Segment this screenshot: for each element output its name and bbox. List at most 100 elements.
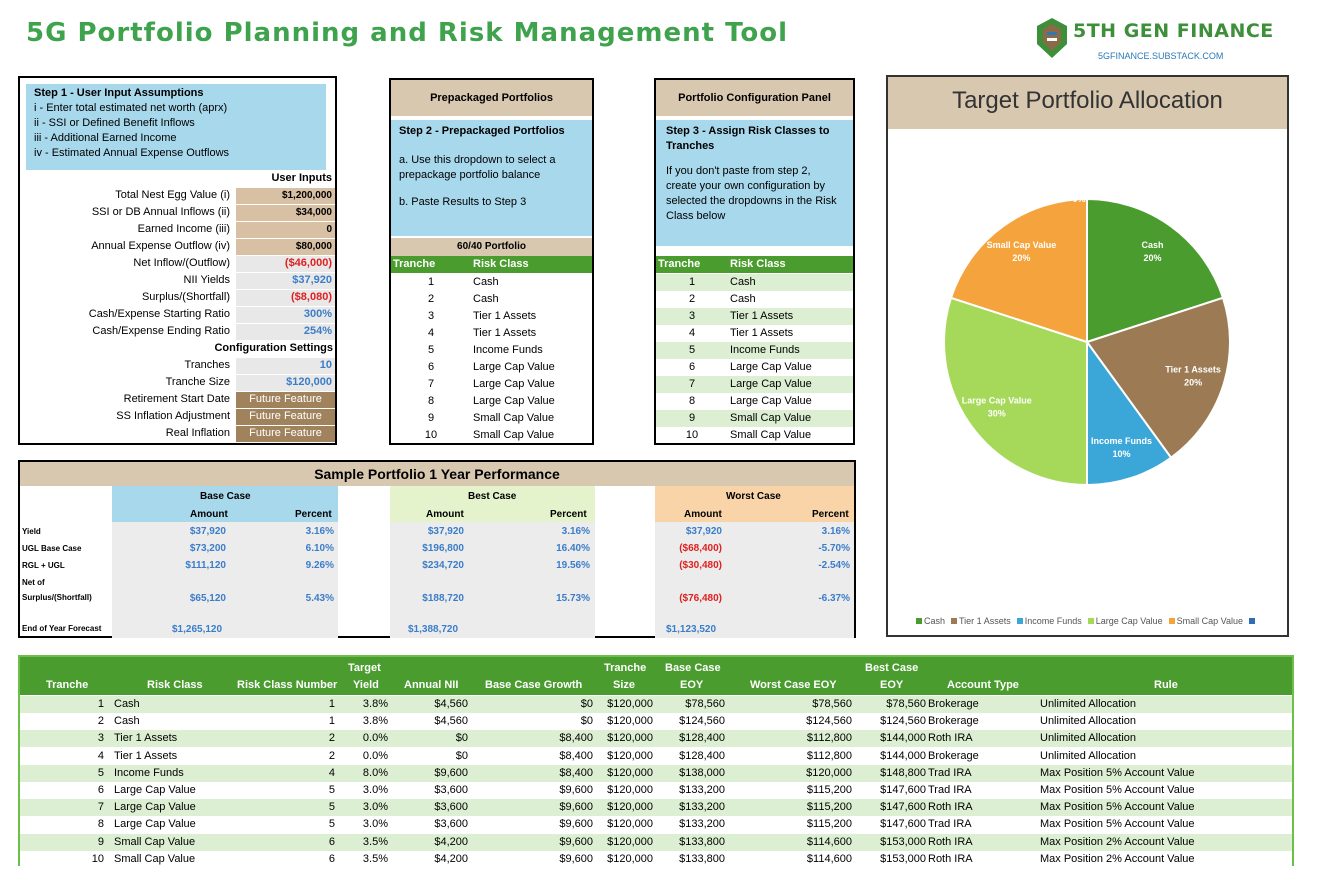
- hdr-tranche-2: Tranche: [604, 662, 647, 674]
- annual-nii: $9,600: [434, 766, 468, 779]
- account-type: Trad IRA: [928, 766, 972, 779]
- portfolio-select-dropdown[interactable]: 60/40 Portfolio: [391, 238, 592, 256]
- risk-class-number: 6: [328, 835, 335, 848]
- tranche-size: $120,000: [607, 852, 653, 865]
- risk-class: Cash: [114, 715, 140, 728]
- legend-swatch: [1249, 618, 1255, 624]
- base-case-growth: $8,400: [559, 732, 593, 745]
- account-type: Trad IRA: [928, 818, 972, 831]
- risk-class: Cash: [473, 276, 499, 288]
- table-row: 9 Small Cap Value 6 3.5% $4,200 $9,600 $120,00…: [20, 833, 1292, 851]
- worst-percent: 3.16%: [821, 526, 850, 537]
- best-amount: $234,720: [422, 560, 464, 571]
- base-case-eoy: $128,400: [679, 732, 725, 745]
- rule: Unlimited Allocation: [1040, 698, 1136, 710]
- base-case-eoy: $133,200: [679, 818, 725, 831]
- risk-class-dropdown-row[interactable]: 10 Small Cap Value: [656, 427, 853, 444]
- risk-class-dropdown-row[interactable]: 6 Large Cap Value: [656, 359, 853, 376]
- input-label: Total Nest Egg Value (i): [115, 189, 230, 201]
- account-type: Roth IRA: [928, 801, 973, 814]
- hdr-worst-case-eoy: Worst Case EOY: [750, 679, 837, 691]
- legend-item: Income Funds: [1016, 616, 1082, 626]
- tranche-num: 3: [688, 310, 696, 322]
- slice-value-label: 20%: [1012, 253, 1030, 263]
- risk-class-dropdown-row[interactable]: 8 Large Cap Value: [656, 393, 853, 410]
- tranche-size: $120,000: [607, 835, 653, 848]
- risk-class-dropdown-row[interactable]: 1 Cash: [656, 274, 853, 291]
- risk-class: Small Cap Value: [114, 835, 196, 848]
- expense-outflow-input[interactable]: $80,000: [236, 239, 335, 255]
- best-case-eoy: $147,600: [880, 818, 926, 831]
- pie-slice: [943, 296, 1088, 487]
- base-case-eoy: $124,560: [679, 715, 725, 728]
- sample-performance-panel: Sample Portfolio 1 Year Performance Base…: [18, 460, 856, 638]
- base-case-growth: $0: [580, 715, 593, 728]
- risk-class-dropdown-row[interactable]: 3 Tier 1 Assets: [656, 308, 853, 325]
- best-amount: $37,920: [427, 526, 464, 537]
- tranche-size: $120,000: [607, 766, 653, 779]
- best-case-eoy: $153,000: [880, 835, 926, 848]
- best-case-eoy: $144,000: [880, 749, 926, 762]
- risk-class-dropdown-row[interactable]: 4 Tier 1 Assets: [656, 325, 853, 342]
- legend-label: Large Cap Value: [1095, 616, 1163, 626]
- earned-income-input[interactable]: 0: [236, 222, 335, 238]
- tranche-num: 3: [97, 732, 104, 745]
- step3-panel: Portfolio Configuration Panel Step 3 - A…: [654, 78, 855, 445]
- risk-class: Tier 1 Assets: [114, 749, 178, 762]
- logo-name: 5TH GEN FINANCE: [1073, 20, 1274, 42]
- ss-inflation-field: Future Feature: [236, 409, 335, 425]
- risk-class-dropdown-row[interactable]: 2 Cash: [656, 291, 853, 308]
- risk-class: Tier 1 Assets: [730, 327, 794, 339]
- base-case-growth: $9,600: [559, 784, 593, 796]
- target-yield: 3.8%: [362, 715, 388, 728]
- nest-egg-input[interactable]: $1,200,000: [236, 188, 335, 204]
- risk-class-dropdown-row[interactable]: 7 Large Cap Value: [656, 376, 853, 393]
- best-percent: 3.16%: [561, 526, 590, 537]
- table-row: 8 Large Cap Value: [391, 393, 592, 410]
- legend-swatch: [951, 618, 958, 624]
- ssi-inflows-input[interactable]: $34,000: [236, 205, 335, 221]
- best-case-header: Best Case: [468, 491, 517, 502]
- logo-url: 5GFINANCE.SUBSTACK.COM: [1098, 51, 1224, 61]
- tranche-num: 1: [688, 276, 696, 288]
- config-label: Tranche Size: [165, 376, 230, 388]
- pie-slice: [949, 197, 1088, 344]
- step2-panel: Prepackaged Portfolios Step 2 - Prepacka…: [389, 78, 594, 445]
- base-case-eoy: $133,200: [679, 801, 725, 814]
- risk-class: Small Cap Value: [730, 429, 812, 441]
- risk-class-dropdown-row[interactable]: 5 Income Funds: [656, 342, 853, 359]
- row-label: Surplus/(Shortfall): [22, 593, 92, 602]
- base-case-growth: $9,600: [559, 818, 593, 831]
- hdr-eoy-2: EOY: [880, 679, 904, 691]
- rule: Max Position 5% Account Value: [1040, 801, 1195, 814]
- worst-case-eoy: $115,200: [806, 784, 852, 796]
- row-label: RGL + UGL: [22, 561, 65, 570]
- best-case-eoy: $148,800: [880, 766, 926, 779]
- worst-case-eoy: $114,600: [806, 835, 852, 848]
- risk-class-dropdown-row[interactable]: 9 Small Cap Value: [656, 410, 853, 427]
- legend-item: Large Cap Value: [1087, 616, 1163, 626]
- step3-callout: Step 3 - Assign Risk Classes to Tranches…: [656, 120, 853, 246]
- hdr-base-case-growth: Base Case Growth: [485, 679, 583, 691]
- target-yield: 3.8%: [362, 698, 388, 710]
- tranche-num: 5: [427, 344, 435, 356]
- step3-panel-title: Portfolio Configuration Panel: [656, 80, 853, 116]
- step1-line: iii - Additional Earned Income: [34, 132, 177, 144]
- amount-header: Amount: [190, 509, 228, 520]
- worst-amount: ($68,400): [679, 543, 722, 554]
- row-label: Yield: [22, 527, 41, 536]
- tranche-size: $120,000: [607, 749, 653, 762]
- rule: Unlimited Allocation: [1040, 749, 1136, 762]
- step1-panel: Step 1 - User Input Assumptions i - Ente…: [18, 76, 337, 445]
- annual-nii: $3,600: [434, 818, 468, 831]
- tranche-num: 10: [685, 429, 699, 441]
- percent-header: Percent: [550, 509, 587, 520]
- risk-class: Small Cap Value: [473, 412, 555, 424]
- risk-class: Income Funds: [730, 344, 800, 356]
- risk-class: Large Cap Value: [114, 801, 196, 814]
- slice-value-label: 10%: [1112, 449, 1130, 459]
- table-row: 5 Income Funds: [391, 342, 592, 359]
- risk-class: Large Cap Value: [730, 361, 812, 373]
- hdr-target: Target: [348, 662, 381, 674]
- col-tranche: Tranche: [393, 258, 436, 270]
